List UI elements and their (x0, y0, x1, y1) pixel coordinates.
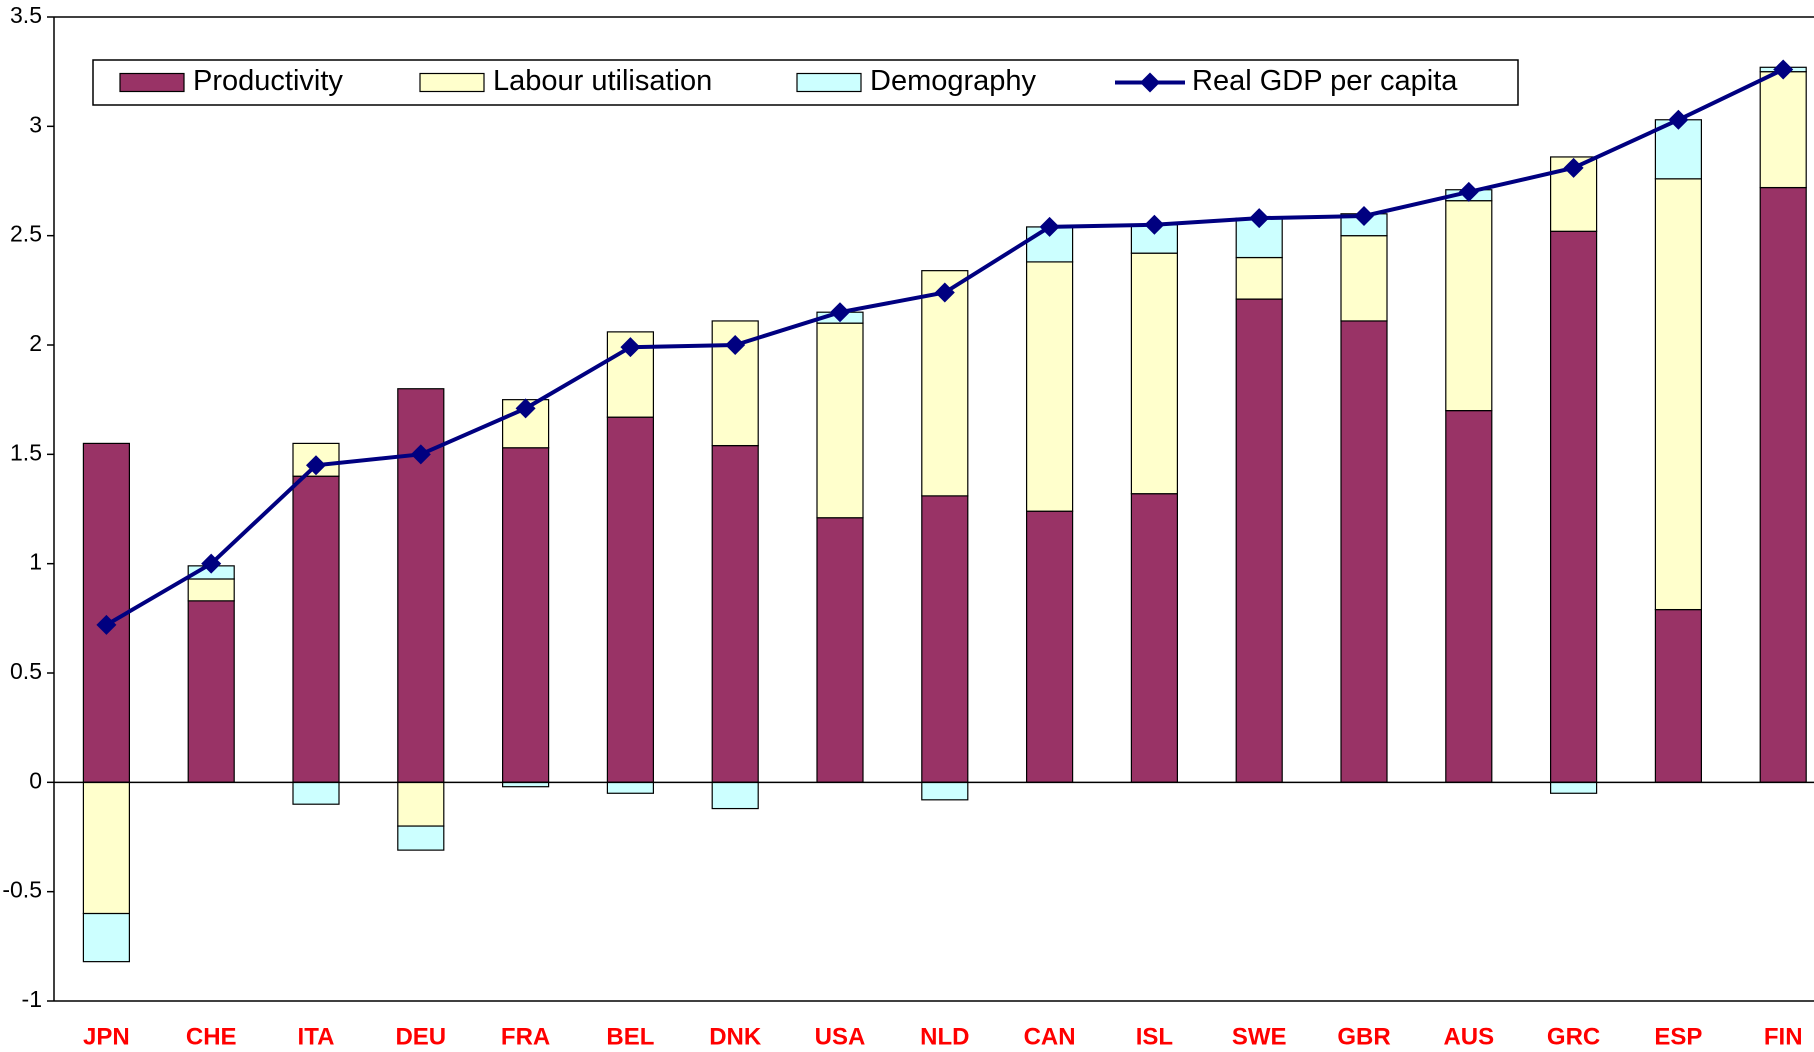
bar-segment (187, 578, 235, 602)
bar-segment (397, 825, 445, 851)
bar-segment (1025, 510, 1074, 783)
line-marker (725, 335, 746, 355)
line-marker (1144, 214, 1165, 235)
x-tick-label: CHE (186, 1023, 237, 1050)
bar-segment (921, 270, 969, 497)
line-marker (1039, 216, 1060, 237)
bar-segment (1549, 781, 1598, 794)
bar-segment (921, 781, 969, 801)
x-tick-label: CAN (1024, 1023, 1076, 1050)
bar-segment (397, 781, 445, 827)
x-tick-label: FRA (501, 1023, 550, 1050)
x-tick-label: USA (815, 1023, 866, 1050)
legend-label: Real GDP per capita (1192, 65, 1458, 97)
x-tick-label: DEU (395, 1023, 446, 1050)
bar-segment (187, 600, 235, 783)
legend-label: Labour utilisation (493, 65, 712, 97)
line-marker (1668, 109, 1689, 130)
bar-segment (82, 781, 131, 915)
y-tick-label: 0.5 (10, 658, 42, 684)
legend-swatch (419, 72, 485, 93)
bar-segment (1759, 186, 1807, 783)
x-tick-label: JPN (83, 1023, 130, 1050)
y-tick-label: 2 (29, 330, 42, 356)
x-tick-label: SWE (1232, 1023, 1287, 1050)
x-tick-label: NLD (920, 1023, 969, 1050)
legend-swatch (796, 72, 862, 93)
legend-label: Demography (870, 65, 1037, 97)
bar-segment (502, 447, 550, 783)
y-tick-label: 3 (29, 111, 42, 137)
line-marker (1354, 205, 1374, 226)
legend-swatch (119, 72, 185, 93)
line-marker (410, 444, 431, 465)
line-marker (1773, 59, 1794, 80)
line-marker (1458, 181, 1479, 202)
bar-segment (1445, 200, 1493, 412)
line-marker (1249, 208, 1270, 229)
x-tick-label: BEL (606, 1023, 654, 1050)
line-marker (934, 282, 955, 303)
bar-segment (82, 442, 131, 783)
bar-segment (1654, 178, 1703, 611)
line-marker (515, 398, 536, 419)
x-tick-label: FIN (1764, 1023, 1803, 1050)
x-tick-label: ITA (298, 1023, 335, 1050)
bar-segment (816, 517, 864, 783)
bar-segment (1759, 71, 1807, 189)
y-tick-label: 0 (29, 767, 42, 793)
line-marker (96, 614, 117, 635)
x-tick-label: GBR (1337, 1023, 1390, 1050)
bar-segment (606, 781, 655, 794)
bar-segment (1340, 320, 1388, 783)
y-tick-label: -1 (22, 986, 42, 1012)
y-tick-label: -0.5 (2, 877, 42, 903)
bar-segment (816, 322, 864, 519)
y-tick-label: 3.5 (10, 2, 42, 28)
bar-segment (292, 475, 340, 783)
line-marker (830, 302, 850, 323)
bar-segment (1235, 256, 1283, 300)
line-marker (201, 553, 222, 574)
bar-segment (921, 495, 969, 783)
x-tick-label: GRC (1547, 1023, 1600, 1050)
x-tick-label: AUS (1443, 1023, 1494, 1050)
y-tick-label: 1.5 (10, 439, 42, 465)
x-tick-label: DNK (709, 1023, 762, 1050)
bar-segment (292, 781, 340, 805)
bar-segment (1130, 493, 1179, 783)
y-tick-label: 2.5 (10, 221, 42, 247)
bar-segment (1654, 608, 1703, 783)
y-tick-label: 1 (29, 549, 42, 575)
bar-segment (1340, 235, 1388, 322)
line-marker (620, 337, 641, 358)
legend-marker (1140, 72, 1160, 93)
x-tick-label: ISL (1136, 1023, 1173, 1050)
x-tick-label: ESP (1654, 1023, 1702, 1050)
bar-segment (711, 781, 759, 810)
bar-segment (82, 912, 131, 963)
bar-segment (711, 444, 759, 783)
bar-segment (606, 416, 655, 783)
bar-segment (1445, 410, 1493, 783)
bar-segment (1130, 252, 1179, 495)
legend-label: Productivity (193, 65, 343, 97)
bar-segment (1549, 230, 1598, 783)
bar-segment (1025, 261, 1074, 512)
line-marker (306, 455, 326, 476)
bar-segment (1235, 298, 1283, 783)
line-marker (1563, 157, 1584, 178)
